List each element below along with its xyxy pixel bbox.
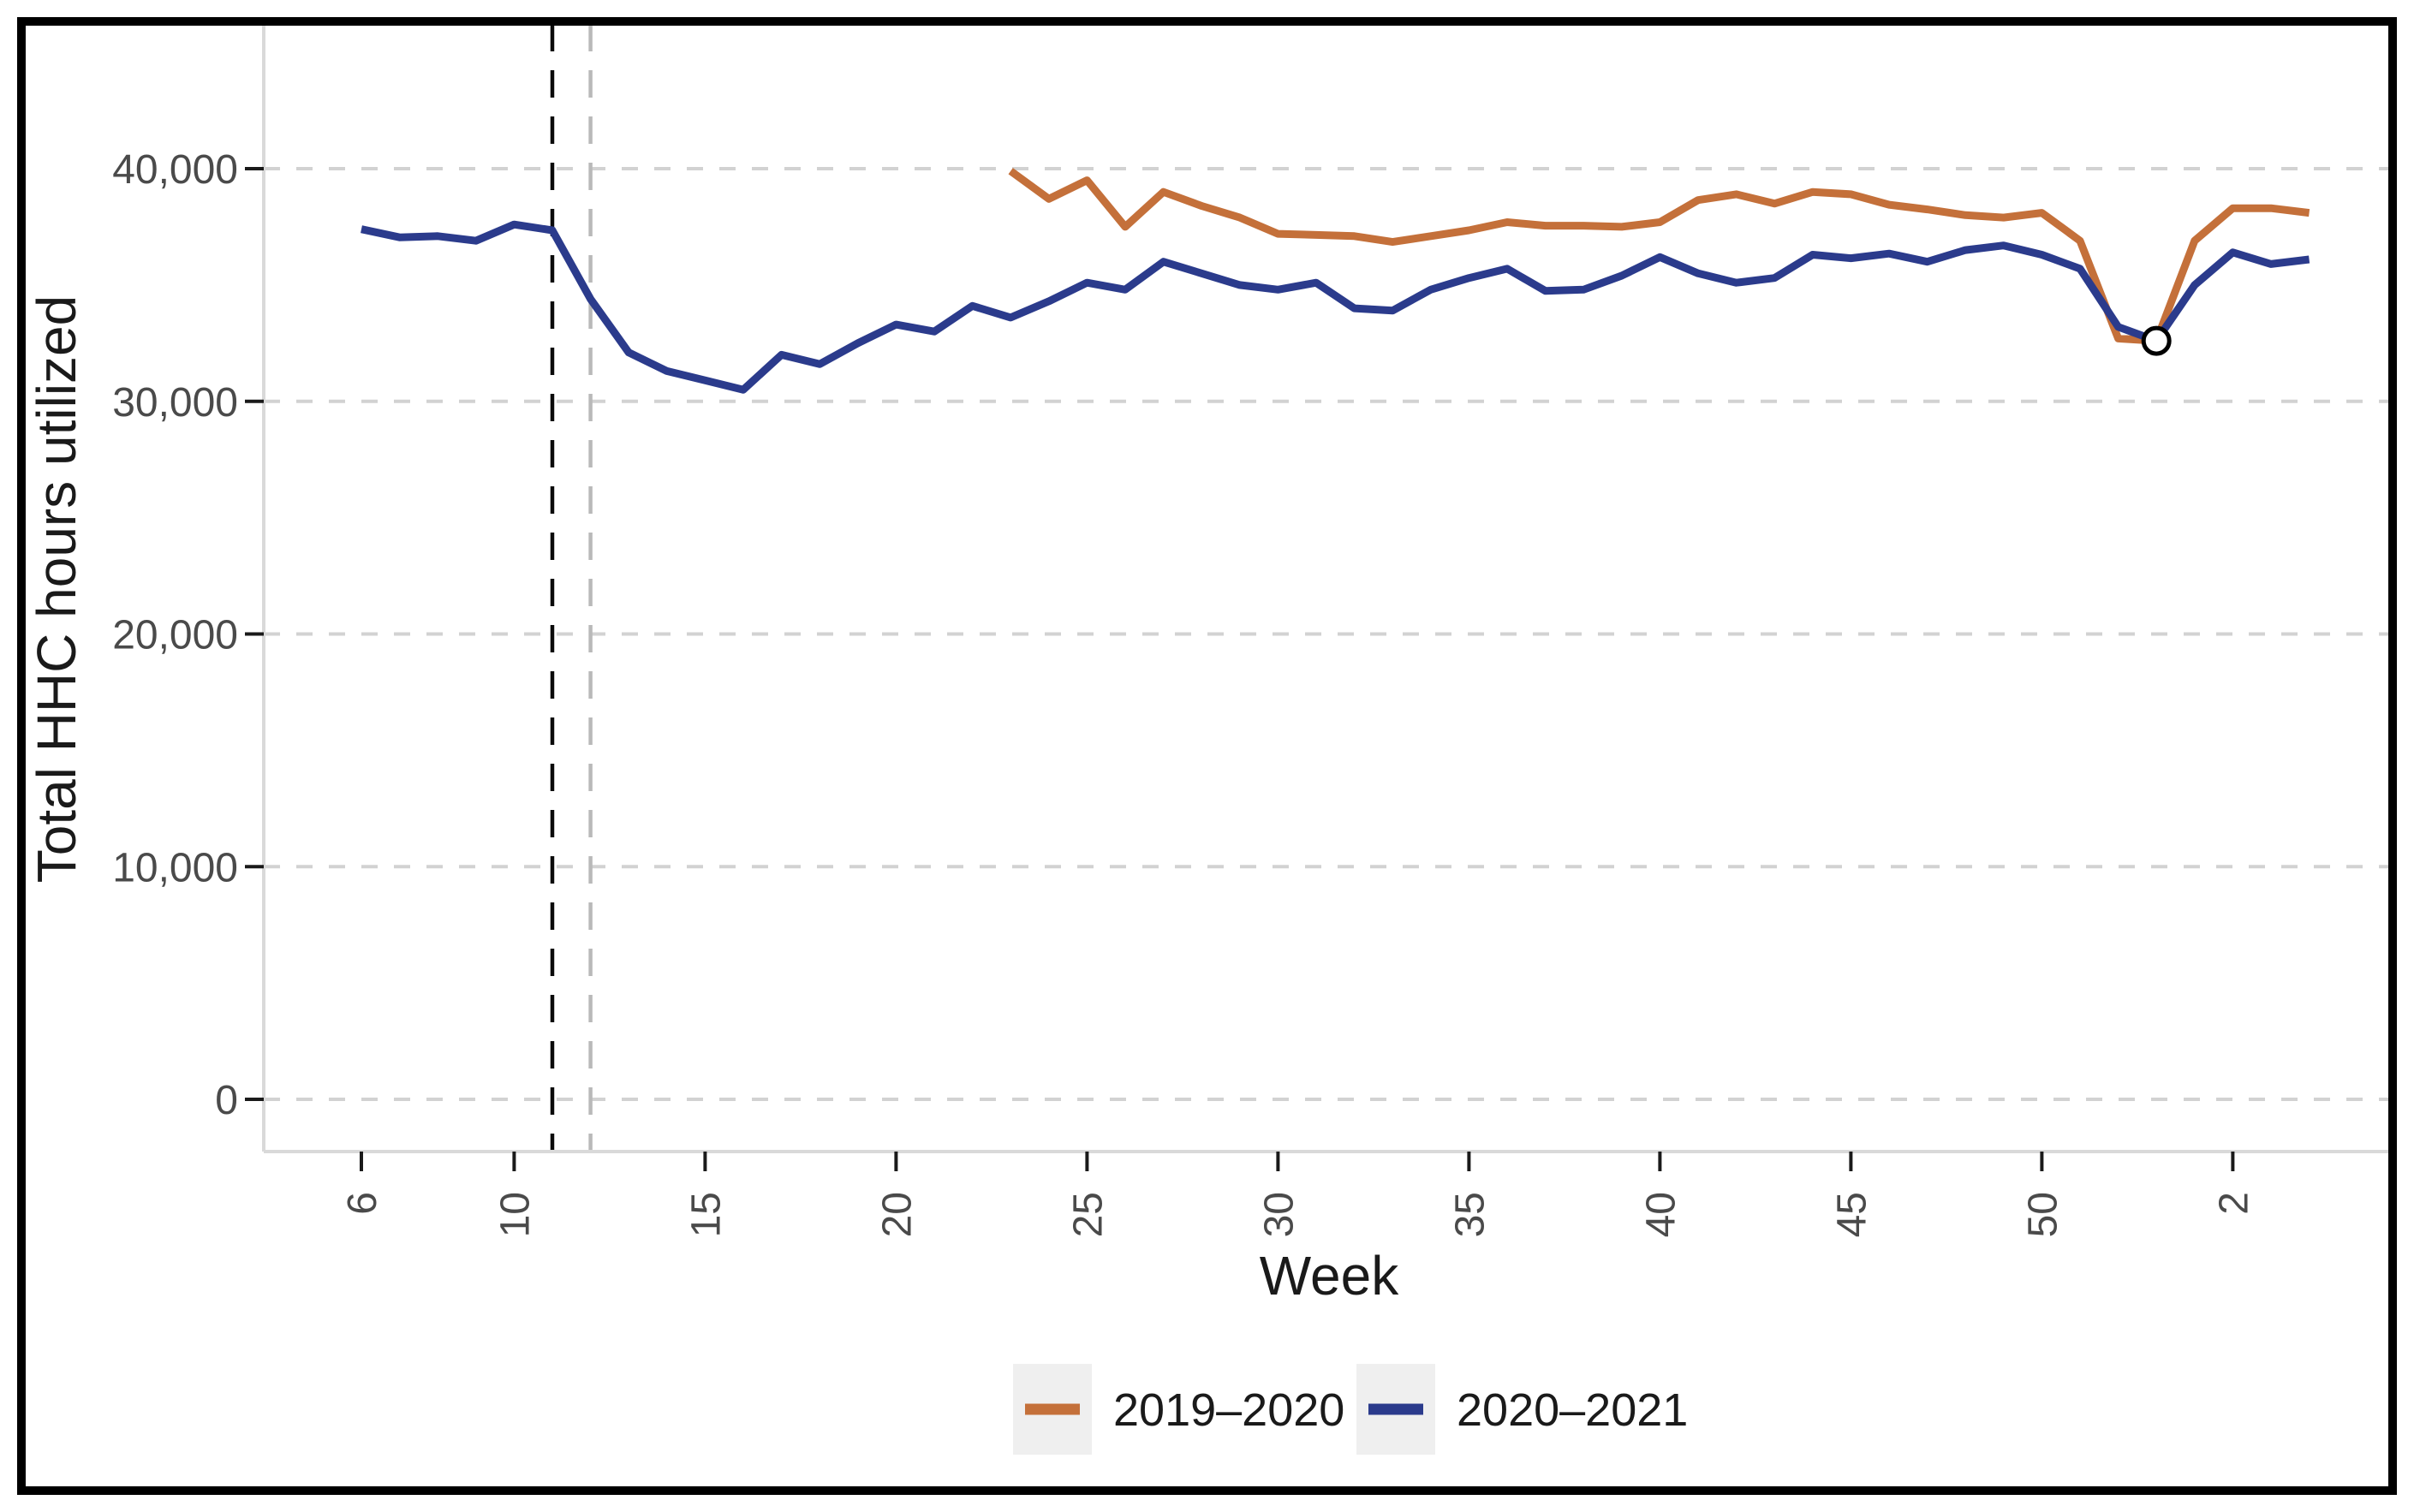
x-tick-label-45: 45 [1829,1192,1875,1237]
series-lines [361,168,2310,394]
x-tick-label-2: 2 [2211,1192,2256,1215]
gridlines [264,167,2394,1101]
x-tick-label-40: 40 [1638,1192,1684,1237]
marker-layer [2141,325,2172,356]
x-tick-label-10: 10 [492,1192,538,1237]
x-tick-label-50: 50 [2020,1192,2065,1237]
series-line-2019-2020 [1008,168,2310,345]
x-tick-label-15: 15 [683,1192,729,1237]
x-tick-label-20: 20 [874,1192,920,1237]
y-tick-label-40000: 40,000 [112,147,238,193]
x-tick-label-6: 6 [340,1192,385,1215]
legend: 2019–2020 2020–2021 [1013,1364,1688,1455]
y-tick-label-30000: 30,000 [112,380,238,426]
axis-ticks [245,167,2235,1171]
legend-label-2020-2021: 2020–2021 [1457,1384,1688,1436]
axis-lines [262,24,2394,1153]
legend-label-2019-2020: 2019–2020 [1113,1384,1344,1436]
axis-tick-labels: 0 10,000 20,000 30,000 40,000 6 10 15 20 25 30 35 40… [112,147,2256,1237]
y-axis-title: Total HHC hours utilized [26,295,87,884]
y-tick-label-10000: 10,000 [112,845,238,890]
reference-vlines [550,24,593,1152]
series-line-2020-2021 [361,220,2310,394]
x-tick-label-30: 30 [1256,1192,1302,1237]
y-tick-label-20000: 20,000 [112,613,238,658]
figure-border [17,17,2397,1495]
x-tick-label-35: 35 [1447,1192,1493,1237]
y-tick-label-0: 0 [215,1078,238,1123]
x-axis-title: Week [1260,1245,1399,1307]
x-tick-label-25: 25 [1065,1192,1111,1237]
dip-marker-circle [2141,325,2172,356]
